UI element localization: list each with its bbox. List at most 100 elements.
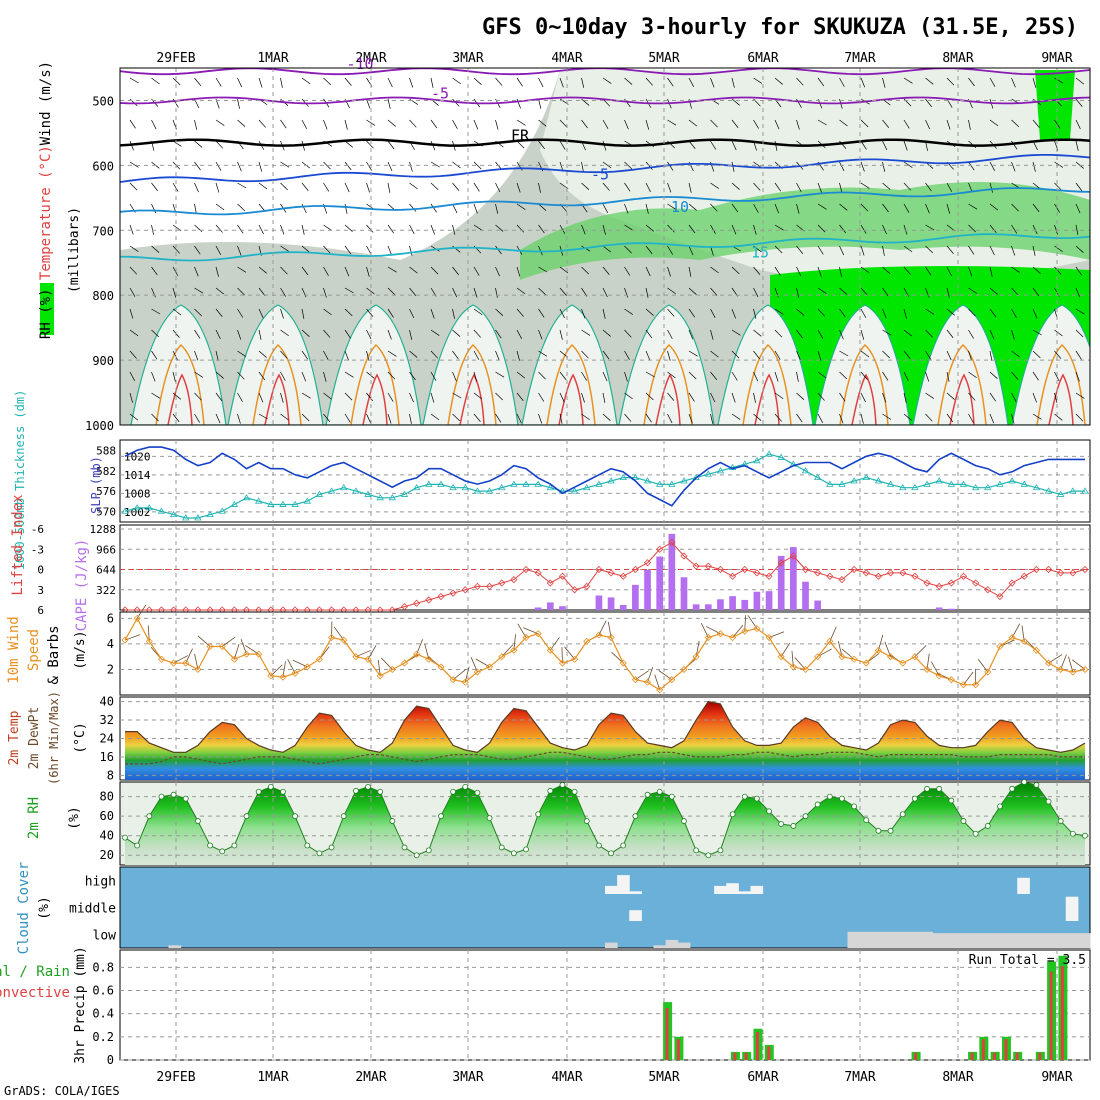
wind-speed-marker <box>838 653 846 661</box>
wind-barb <box>731 140 737 151</box>
axis-label: 10m Wind <box>6 616 22 683</box>
wind-barb <box>903 245 913 253</box>
rh-marker <box>802 813 809 820</box>
isotherm-label: -5 <box>591 166 609 184</box>
isotherm-label: FR <box>511 127 530 145</box>
top-date-label: 8MAR <box>942 51 973 66</box>
wind-barb <box>1075 245 1084 253</box>
rh-marker <box>608 850 614 857</box>
wind-barb <box>989 203 999 211</box>
wind-barb <box>946 413 954 423</box>
wind-barb <box>194 392 202 401</box>
wind-speed-marker <box>959 681 968 689</box>
axis-label-part: Lifted Index <box>10 494 26 595</box>
wind-barb <box>387 413 392 424</box>
wind-barb <box>280 329 289 337</box>
wind-barb <box>753 245 762 253</box>
rh-marker <box>486 815 493 822</box>
wind-barb <box>559 329 563 340</box>
thickness-marker <box>996 480 1004 487</box>
li-marker <box>656 545 664 553</box>
wind-barb <box>452 669 466 680</box>
wind-barb <box>559 308 565 319</box>
wind-speed-marker <box>328 633 336 642</box>
cape-bar <box>534 607 542 610</box>
wind-barb <box>516 203 526 210</box>
y-tick-label: 800 <box>92 289 114 303</box>
wind-barb <box>968 119 971 130</box>
thickness-marker <box>376 494 384 501</box>
thickness-marker <box>838 480 846 487</box>
wind-barb <box>903 329 913 337</box>
thickness-marker <box>400 490 409 497</box>
wind-barb <box>367 645 377 660</box>
rh-marker <box>911 795 918 802</box>
wind-barb <box>473 287 478 298</box>
wind-barb <box>409 245 413 256</box>
legend-total-rain: Total / Rain <box>0 964 70 980</box>
wind-speed-marker <box>607 633 615 642</box>
left-tick-label: 570 <box>96 505 116 518</box>
axis-label: (%) <box>37 896 52 919</box>
wind-barb <box>731 413 741 420</box>
wind-barb <box>645 350 651 361</box>
wind-barb <box>796 392 805 400</box>
thickness-marker <box>1008 477 1016 484</box>
axis-label: 2m DewPt <box>27 707 42 770</box>
wind-barb <box>516 119 526 126</box>
li-marker <box>789 552 797 560</box>
li-marker <box>413 599 421 607</box>
rh-marker <box>729 811 736 818</box>
wind-barb <box>1071 659 1086 670</box>
wind-barb <box>473 161 482 170</box>
wind-barb <box>774 245 783 254</box>
wind-barb <box>366 287 375 295</box>
wind-barb <box>194 350 199 361</box>
rh-marker <box>510 850 517 857</box>
wind-barb <box>645 308 654 316</box>
cape-lifted-index-panel: -6 -3 0 3 6 322 644 966 1288 Lifted Index CAPE (J/… <box>10 494 1091 631</box>
temp-contour-25 <box>949 373 975 425</box>
rh-marker <box>826 793 833 800</box>
wind-barb <box>194 266 199 277</box>
wind-speed-marker <box>801 665 810 674</box>
wind-barb <box>860 161 865 172</box>
temp-contour-20 <box>1036 343 1086 425</box>
top-date-axis: 29FEB 1MAR 2MAR 3MAR 4MAR 5MAR 6MAR 7MAR 8MAR 9MA… <box>156 51 1072 66</box>
wind-barb <box>215 119 225 126</box>
wind-barb <box>645 119 650 130</box>
wind-barb <box>237 371 245 380</box>
wind-speed-marker <box>388 665 396 674</box>
wind-barb <box>237 224 244 234</box>
thickness-marker <box>570 487 579 494</box>
wind-barb <box>710 203 718 212</box>
wind-barb <box>430 308 435 319</box>
y-tick-label: 20 <box>100 848 114 862</box>
thickness-marker <box>1081 487 1089 494</box>
wind-barb <box>774 140 778 151</box>
thickness-marker <box>534 480 542 487</box>
panel-frame <box>119 611 1091 696</box>
wind-barb <box>581 350 589 359</box>
li-marker <box>765 572 773 580</box>
wind-barb <box>796 413 803 423</box>
bottom-date-label: 1MAR <box>257 1070 288 1085</box>
wind-barb <box>173 655 188 664</box>
wind-speed-marker <box>923 665 931 674</box>
diurnal-plume <box>814 304 911 425</box>
precip-panel: 0 0.2 0.4 0.6 0.8 Total / Rain Convective3hr P… <box>0 946 1091 1067</box>
wind-barb <box>270 664 283 677</box>
axis-label-part: 2m DewPt <box>27 707 42 770</box>
wind-barb <box>323 245 331 254</box>
run-total-label: Run Total = 3.5 <box>969 953 1086 968</box>
rh-marker <box>340 813 347 820</box>
wind-barb <box>645 329 653 339</box>
wind-barb <box>237 119 246 127</box>
rh-marker <box>984 823 991 829</box>
thickness-marker <box>777 453 785 460</box>
wind-barb <box>839 266 842 277</box>
wind-barb <box>516 392 524 401</box>
wind-barb <box>706 626 721 635</box>
legend-convective: Convective <box>0 985 70 1001</box>
wind-barb <box>387 287 396 296</box>
